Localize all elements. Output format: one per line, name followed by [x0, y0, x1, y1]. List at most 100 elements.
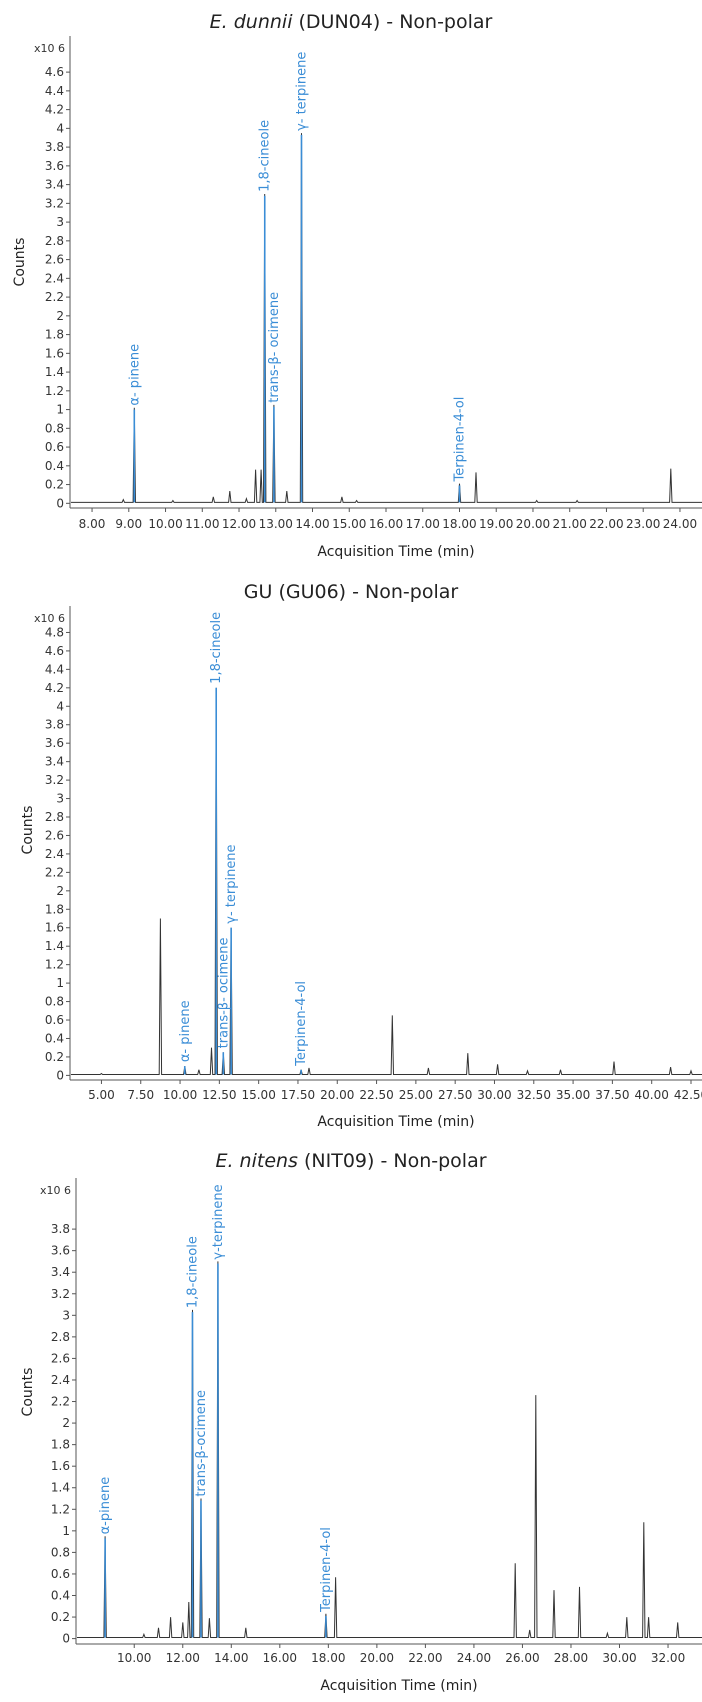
- y-tick-label: 3.4: [45, 178, 64, 192]
- chart-title: E. dunnii (DUN04) - Non-polar: [210, 11, 493, 33]
- y-tick-label: 3.6: [45, 736, 64, 750]
- chromatogram-trace: [71, 687, 702, 1075]
- chromatogram-trace: [71, 133, 702, 503]
- y-axis-label: Counts: [20, 806, 36, 855]
- y-tick-label: 2.4: [45, 271, 64, 285]
- y-tick-label: 2.2: [45, 865, 64, 879]
- y-tick-label: 1.6: [45, 346, 64, 360]
- x-tick-label: 30.00: [477, 1088, 511, 1102]
- y-tick-label: 2.4: [51, 1373, 70, 1387]
- chart-title-sample: GU (GU06) - Non-polar: [244, 581, 459, 603]
- y-tick-label: 0.6: [51, 1567, 70, 1581]
- y-tick-label: 0.6: [45, 1013, 64, 1027]
- y-tick-label: 2.2: [45, 290, 64, 304]
- y-tick-label: 0.4: [51, 1589, 70, 1603]
- compound-label: 1,8-cineole: [258, 120, 273, 192]
- x-tick-label: 19.00: [479, 517, 513, 531]
- y-tick-label: 2: [56, 309, 64, 323]
- y-tick-label: 0.8: [45, 995, 64, 1009]
- y-tick-label: 1: [62, 1524, 70, 1538]
- chart-title-sample: (NIT09) - Non-polar: [298, 1150, 487, 1172]
- x-tick-label: 12.50: [202, 1088, 236, 1102]
- chart-panel-1: E. dunnii (DUN04) - Non-polar x10 6 0 0.2 0.…: [12, 11, 702, 560]
- compound-label: γ- terpinene: [294, 52, 309, 131]
- y-tick-label: 1.6: [51, 1459, 70, 1473]
- y-tick-label: 2.6: [45, 253, 64, 267]
- x-tick-label: 20.00: [516, 517, 550, 531]
- chart-title: GU (GU06) - Non-polar: [244, 581, 459, 603]
- x-tick-label: 18.00: [311, 1651, 345, 1665]
- y-axis-label: Counts: [12, 238, 28, 287]
- x-tick-label: 10.00: [117, 1651, 151, 1665]
- compound-label: α- pinene: [178, 1000, 193, 1062]
- y-tick-label: 1.4: [45, 939, 64, 953]
- x-tick-label: 14.00: [295, 517, 329, 531]
- y-tick-label: 0: [62, 1632, 70, 1646]
- x-axis-label: Acquisition Time (min): [317, 1114, 474, 1130]
- y-tick-label: 0.6: [45, 440, 64, 454]
- y-tick-label: 3.4: [45, 755, 64, 769]
- y-tick-label: 2.6: [45, 828, 64, 842]
- y-multiplier-label: x10 6: [40, 1184, 71, 1197]
- x-tick-label: 12.00: [166, 1651, 200, 1665]
- y-multiplier-label: x10 6: [34, 612, 65, 625]
- x-tick-label: 20.00: [360, 1651, 394, 1665]
- compound-label: α-pinene: [98, 1477, 113, 1535]
- x-tick-label: 12.00: [222, 517, 256, 531]
- y-tick-label: 0.4: [45, 1031, 64, 1045]
- y-tick-label: 1.2: [51, 1502, 70, 1516]
- y-tick-label: 3.2: [45, 773, 64, 787]
- y-tick-label: 3: [56, 215, 64, 229]
- compound-label: Terpinen-4-ol: [294, 981, 309, 1067]
- y-tick-label: 4.2: [45, 681, 64, 695]
- y-tick-label: 0: [56, 496, 64, 510]
- chart-panel-3: E. nitens (NIT09) - Non-polar x10 6 0 0.2 0.…: [20, 1150, 702, 1694]
- compound-label: α- pinene: [127, 344, 142, 406]
- chromatogram-trace: [77, 1261, 702, 1639]
- y-tick-label: 3.4: [51, 1265, 70, 1279]
- x-tick-label: 14.00: [214, 1651, 248, 1665]
- y-tick-label: 2.4: [45, 847, 64, 861]
- y-tick-label: 0.2: [45, 1050, 64, 1064]
- x-tick-label: 10.00: [148, 517, 182, 531]
- x-tick-label: 32.00: [651, 1651, 685, 1665]
- chart-title-sample: (DUN04) - Non-polar: [292, 11, 492, 33]
- y-tick-label: 2.6: [51, 1351, 70, 1365]
- y-tick-label: 3.8: [51, 1222, 70, 1236]
- y-tick-label: 0.8: [45, 421, 64, 435]
- compound-label: 1,8-cineole: [209, 612, 224, 684]
- y-tick-label: 1.2: [45, 384, 64, 398]
- y-tick-label: 1.2: [45, 958, 64, 972]
- compound-label: Terpinen-4-ol: [319, 1527, 334, 1613]
- compound-label: trans-β-ocimene: [194, 1390, 209, 1497]
- x-tick-label: 9.00: [115, 517, 142, 531]
- y-tick-label: 0.8: [51, 1545, 70, 1559]
- y-tick-label: 4.4: [45, 84, 64, 98]
- x-tick-label: 24.00: [457, 1651, 491, 1665]
- x-tick-label: 10.00: [163, 1088, 197, 1102]
- chart-panel-2: GU (GU06) - Non-polar x10 6 0 0.2 0.4 0.6 0.8 1…: [20, 581, 702, 1130]
- y-tick-label: 4.6: [45, 65, 64, 79]
- x-tick-label: 40.00: [635, 1088, 669, 1102]
- y-tick-label: 4: [56, 699, 64, 713]
- x-axis-label: Acquisition Time (min): [317, 544, 474, 560]
- y-tick-label: 4.8: [45, 625, 64, 639]
- y-tick-label: 0.4: [45, 459, 64, 473]
- x-tick-label: 42.50: [674, 1088, 702, 1102]
- y-tick-label: 3.2: [45, 196, 64, 210]
- chart-title-species: E. dunnii: [210, 11, 294, 33]
- y-tick-label: 3.6: [51, 1244, 70, 1258]
- x-tick-label: 15.00: [332, 517, 366, 531]
- x-tick-label: 18.00: [442, 517, 476, 531]
- compound-label: trans-β- ocimene: [267, 292, 282, 403]
- y-tick-label: 1.8: [51, 1438, 70, 1452]
- y-tick-label: 4.6: [45, 644, 64, 658]
- x-tick-label: 13.00: [259, 517, 293, 531]
- compound-label: trans-β- ocimene: [216, 937, 231, 1048]
- x-tick-label: 20.00: [320, 1088, 354, 1102]
- x-tick-label: 22.00: [408, 1651, 442, 1665]
- x-tick-label: 17.50: [281, 1088, 315, 1102]
- x-axis-label: Acquisition Time (min): [320, 1678, 477, 1694]
- y-tick-label: 1: [56, 976, 64, 990]
- y-tick-label: 2.8: [51, 1330, 70, 1344]
